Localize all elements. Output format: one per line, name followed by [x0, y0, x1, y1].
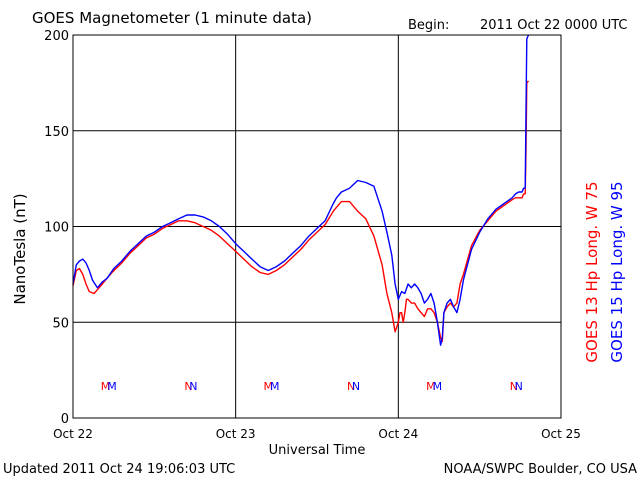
mn-marker: M: [101, 380, 111, 393]
mn-markers: MM NN MM NN MM NN: [101, 380, 523, 393]
grid-lines: [73, 35, 561, 418]
mn-marker: N: [347, 380, 355, 393]
x-tick-label: Oct 22: [53, 427, 93, 441]
x-tick-label: Oct 25: [541, 427, 581, 441]
x-axis-label: Universal Time: [269, 443, 366, 458]
mn-marker: N: [184, 380, 192, 393]
credit-text: NOAA/SWPC Boulder, CO USA: [444, 462, 637, 477]
y-tick-label: 0: [61, 412, 69, 427]
series-line-goes13: [72, 80, 530, 343]
mn-marker: N: [510, 380, 518, 393]
mn-marker: M: [426, 380, 436, 393]
y-tick-label: 150: [44, 125, 69, 140]
series-label-goes15: GOES 15 Hp Long. W 95: [608, 181, 626, 362]
x-tick-labels: Oct 22 Oct 23 Oct 24 Oct 25: [53, 427, 581, 441]
begin-label: Begin:: [408, 18, 449, 33]
chart-title: GOES Magnetometer (1 minute data): [32, 9, 312, 27]
series-label-goes13: GOES 13 Hp Long. W 75: [583, 181, 601, 362]
y-tick-label: 50: [52, 316, 69, 331]
series-group: [72, 34, 530, 346]
mn-marker: N: [352, 380, 360, 393]
mn-marker: N: [189, 380, 197, 393]
mn-marker: M: [270, 380, 280, 393]
mn-marker: M: [107, 380, 117, 393]
y-tick-labels: 0 50 100 150 200: [44, 29, 69, 427]
x-tick-label: Oct 24: [378, 427, 418, 441]
mn-marker: M: [433, 380, 443, 393]
updated-timestamp: Updated 2011 Oct 24 19:06:03 UTC: [3, 462, 235, 477]
x-tick-label: Oct 23: [216, 427, 256, 441]
plot-frame: [72, 34, 562, 419]
series-line-goes15: [72, 34, 530, 346]
y-tick-label: 100: [44, 221, 69, 236]
mn-marker: N: [515, 380, 523, 393]
y-axis-label: NanoTesla (nT): [11, 193, 29, 304]
begin-value: 2011 Oct 22 0000 UTC: [480, 18, 628, 33]
mn-marker: M: [263, 380, 273, 393]
y-tick-label: 200: [44, 29, 69, 44]
